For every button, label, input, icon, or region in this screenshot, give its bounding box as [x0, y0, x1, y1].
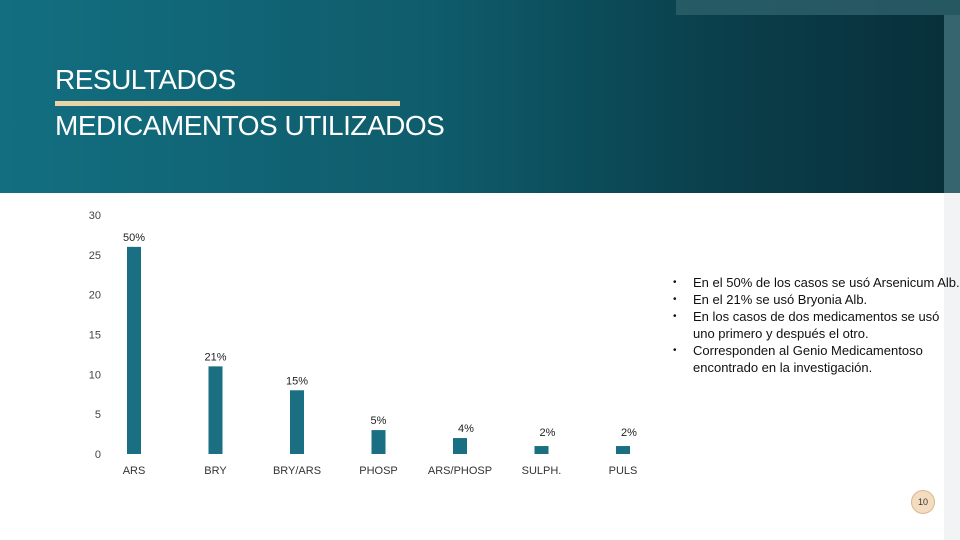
y-tick-label: 10	[89, 369, 101, 381]
note-item: • En el 50% de los casos se usó Arsenicum…	[670, 274, 960, 291]
header-decor-strip	[944, 15, 960, 193]
header-decor-panel	[676, 0, 960, 15]
y-tick-label: 20	[89, 290, 101, 302]
bullet-icon: •	[673, 277, 677, 288]
bar	[453, 438, 467, 454]
note-item: • En los casos de dos medicamentos se usó…	[670, 308, 960, 342]
bar	[290, 390, 304, 454]
bullet-icon: •	[673, 294, 677, 305]
data-label: 5%	[371, 415, 387, 427]
bar	[616, 446, 630, 454]
data-label: 2%	[621, 427, 637, 439]
note-item: • En el 21% se usó Bryonia Alb.	[670, 291, 960, 308]
y-tick-label: 0	[95, 449, 101, 461]
title-accent-bar	[55, 101, 400, 106]
y-tick-label: 15	[89, 330, 101, 342]
category-label: ARS/PHOSP	[428, 465, 492, 477]
bar	[208, 366, 223, 454]
data-label: 50%	[123, 232, 145, 244]
data-label: 2%	[540, 427, 556, 439]
category-label: PHOSP	[359, 465, 398, 477]
bullet-icon: •	[673, 345, 677, 356]
bar	[127, 246, 141, 454]
bullet-icon: •	[673, 311, 677, 322]
y-tick-label: 30	[89, 210, 101, 222]
right-decor-strip	[944, 193, 960, 540]
bar	[371, 430, 386, 454]
header-banner: RESULTADOS MEDICAMENTOS UTILIZADOS	[0, 0, 960, 193]
data-label: 15%	[286, 375, 308, 387]
slide-subtitle: MEDICAMENTOS UTILIZADOS	[55, 110, 445, 141]
data-label: 4%	[458, 423, 474, 435]
data-label: 21%	[204, 351, 226, 363]
note-item: • Corresponden al Genio Medicamentoso enc…	[670, 342, 960, 376]
note-text: En los casos de dos medicamentos se usó …	[693, 309, 940, 341]
bar	[534, 446, 549, 454]
category-label: ARS	[123, 465, 146, 477]
category-label: BRY/ARS	[273, 465, 321, 477]
note-text: Corresponden al Genio Medicamentoso enco…	[693, 343, 923, 375]
category-label: SULPH.	[522, 465, 562, 477]
category-label: BRY	[204, 465, 227, 477]
notes-list: • En el 50% de los casos se usó Arsenicum…	[670, 274, 960, 376]
bar-chart: 0 5 10 15 20 25 30 50% ARS 21% BRY 15% BRY/ARS 5% PHOS…	[89, 210, 638, 477]
slide-title: RESULTADOS	[55, 64, 236, 95]
note-text: En el 21% se usó Bryonia Alb.	[693, 292, 868, 307]
y-tick-label: 25	[89, 250, 101, 262]
category-label: PULS	[609, 465, 638, 477]
y-tick-label: 5	[95, 409, 101, 421]
note-text: En el 50% de los casos se usó Arsenicum …	[693, 275, 960, 290]
page-number-badge: 10	[911, 490, 935, 514]
